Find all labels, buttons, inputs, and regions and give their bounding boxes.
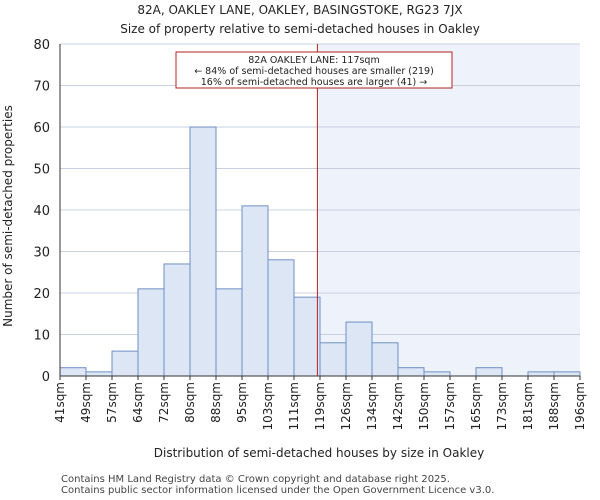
bar-103sqm xyxy=(267,259,295,377)
y-tick-label: 80 xyxy=(33,38,50,53)
annotation-line: 82A OAKLEY LANE: 117sqm xyxy=(248,55,379,66)
x-tick-label: 126sqm xyxy=(339,382,353,430)
bar-126sqm xyxy=(345,321,373,377)
bar-111sqm xyxy=(293,296,321,377)
bar-142sqm xyxy=(397,367,425,377)
x-tick-label: 111sqm xyxy=(287,382,301,430)
bar-134sqm xyxy=(371,342,399,377)
x-tick-label: 173sqm xyxy=(495,382,509,430)
x-tick-label: 142sqm xyxy=(391,382,405,430)
x-tick-label: 49sqm xyxy=(79,382,93,423)
x-tick-label: 103sqm xyxy=(261,382,275,430)
x-tick-label: 134sqm xyxy=(365,382,379,430)
x-tick-label: 88sqm xyxy=(209,382,223,423)
bar-41sqm xyxy=(59,367,87,377)
y-tick-label: 70 xyxy=(33,80,50,95)
y-tick-label: 60 xyxy=(33,121,50,136)
bar-80sqm xyxy=(189,126,217,377)
x-tick-label: 165sqm xyxy=(469,382,483,430)
x-tick-label: 181sqm xyxy=(521,382,535,430)
x-tick-label: 41sqm xyxy=(53,382,67,423)
bar-88sqm xyxy=(215,288,243,377)
y-tick-label: 40 xyxy=(33,204,50,219)
x-tick-label: 188sqm xyxy=(547,382,561,430)
annotation-line: ← 84% of semi-detached houses are smalle… xyxy=(194,66,434,77)
bar-181sqm xyxy=(527,371,555,377)
annotation-box xyxy=(175,51,453,89)
x-tick-label: 119sqm xyxy=(313,382,327,430)
bar-95sqm xyxy=(241,205,269,377)
x-tick-label: 95sqm xyxy=(235,382,249,423)
y-tick-label: 50 xyxy=(33,163,50,178)
bar-57sqm xyxy=(111,350,139,377)
bar-72sqm xyxy=(163,263,191,377)
x-tick-label: 57sqm xyxy=(105,382,119,423)
footer-licence: Contains public sector information licen… xyxy=(61,485,495,496)
chart-subtitle: Size of property relative to semi-detach… xyxy=(120,22,480,36)
x-tick-label: 80sqm xyxy=(183,382,197,423)
y-tick-label: 30 xyxy=(33,246,50,261)
bar-49sqm xyxy=(85,371,113,377)
x-tick-label: 150sqm xyxy=(417,382,431,430)
y-tick-label: 0 xyxy=(42,370,50,385)
bar-150sqm xyxy=(423,371,451,377)
bar-64sqm xyxy=(137,288,165,377)
bar-119sqm xyxy=(319,342,347,377)
x-tick-label: 196sqm xyxy=(573,382,587,430)
chart-title: 82A, OAKLEY LANE, OAKLEY, BASINGSTOKE, R… xyxy=(137,3,462,17)
annotation-line: 16% of semi-detached houses are larger (… xyxy=(201,77,428,88)
y-axis-label: Number of semi-detached properties xyxy=(1,105,15,327)
y-tick-label: 10 xyxy=(33,329,50,344)
bar-188sqm xyxy=(553,371,581,377)
x-axis-label: Distribution of semi-detached houses by … xyxy=(154,446,484,460)
x-tick-label: 64sqm xyxy=(131,382,145,423)
y-tick-label: 20 xyxy=(33,287,50,302)
x-tick-label: 157sqm xyxy=(443,382,457,430)
footer-copyright: Contains HM Land Registry data © Crown c… xyxy=(61,474,450,485)
x-tick-label: 72sqm xyxy=(157,382,171,423)
bar-165sqm xyxy=(475,367,503,377)
